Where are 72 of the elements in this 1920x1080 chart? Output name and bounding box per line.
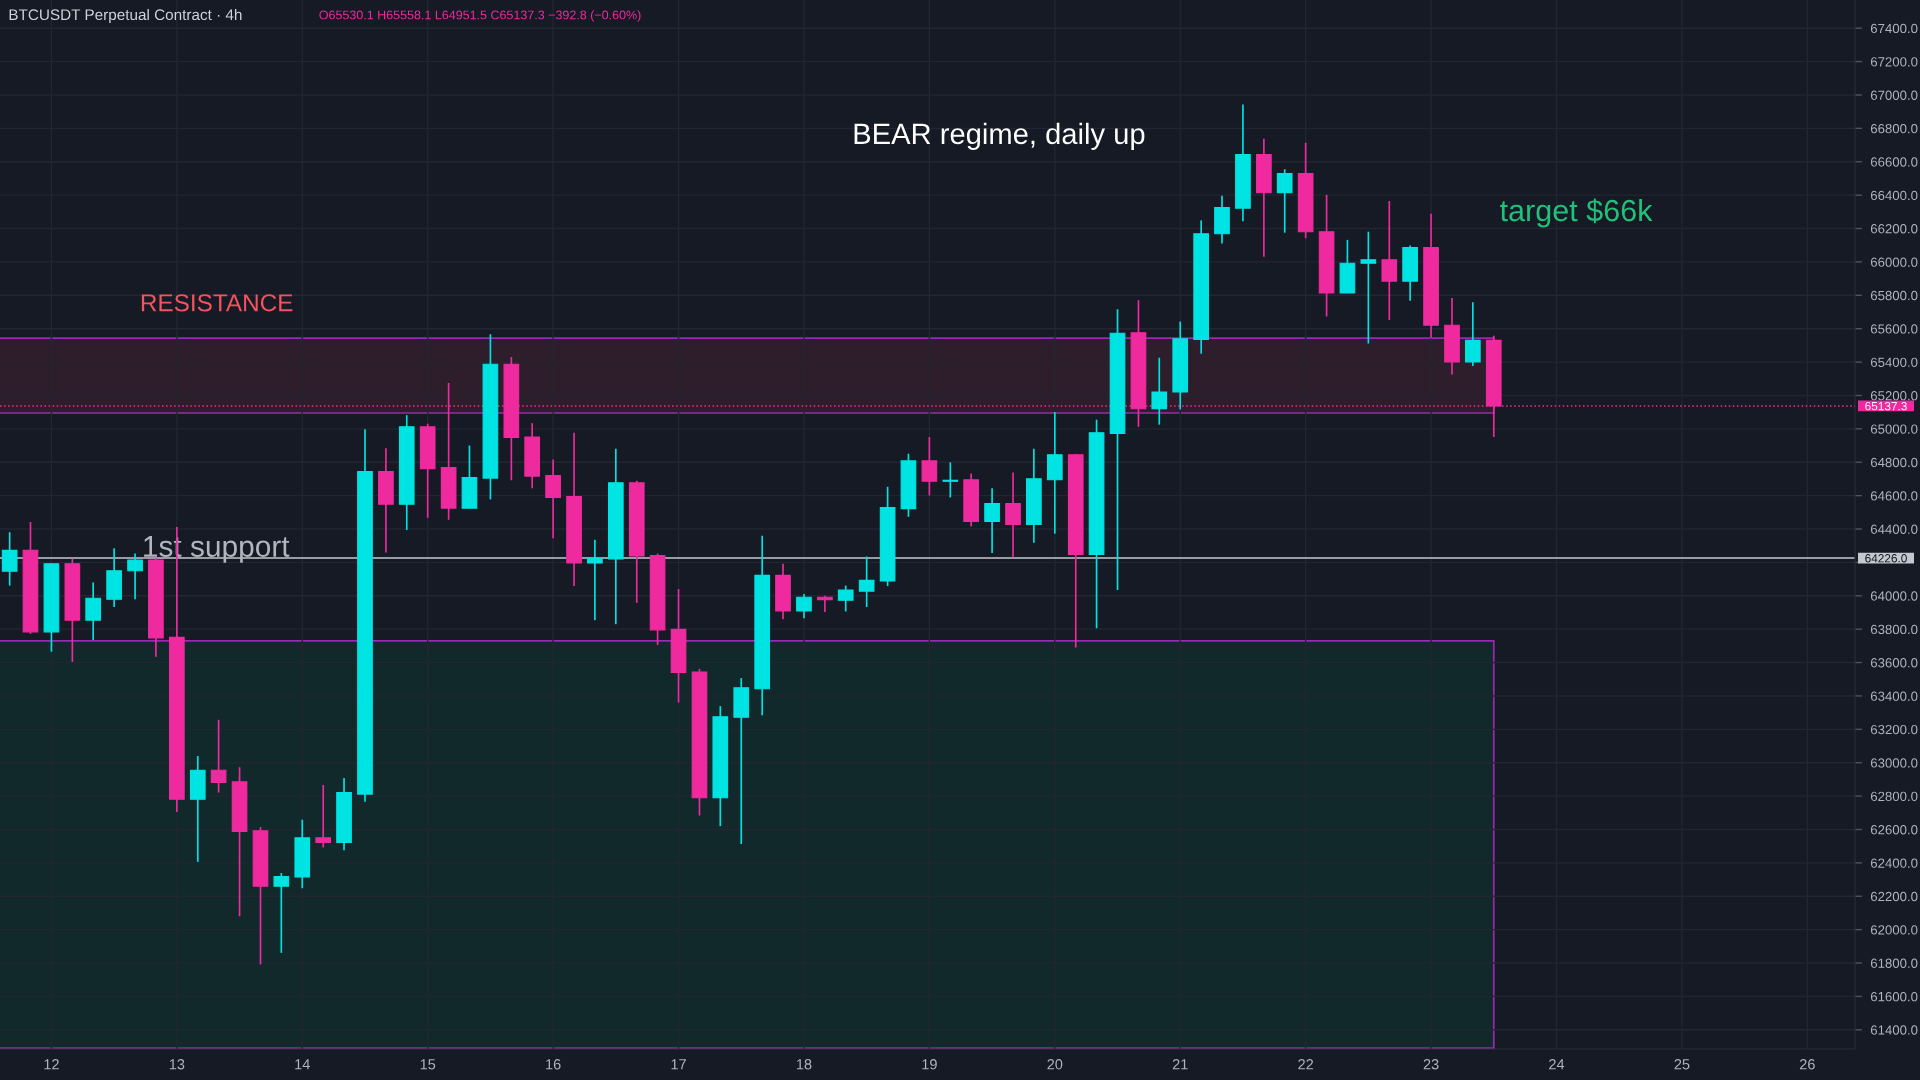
x-tick-label: 19 xyxy=(922,1059,937,1070)
x-tick-label: 21 xyxy=(1172,1059,1188,1070)
x-tick-label: 26 xyxy=(1799,1059,1815,1070)
candlestick xyxy=(858,555,875,608)
candlestick xyxy=(796,593,812,619)
annotation: BEAR regime, daily up xyxy=(854,122,1145,150)
y-tick-label: 65000.0 xyxy=(1870,424,1918,434)
candlestick xyxy=(587,538,603,621)
x-tick-label: 14 xyxy=(295,1059,310,1070)
y-tick-label: 63600.0 xyxy=(1870,658,1918,668)
candlestick xyxy=(1464,301,1481,367)
y-tick-label: 64800.0 xyxy=(1870,457,1918,468)
candlestick xyxy=(273,872,290,954)
candlestick xyxy=(1151,356,1168,426)
y-tick-label: 62000.0 xyxy=(1870,925,1918,935)
candlestick xyxy=(1,531,18,587)
x-tick-label: 23 xyxy=(1423,1059,1439,1070)
candlestick xyxy=(837,584,854,613)
x-tick-label: 18 xyxy=(796,1059,812,1070)
x-tick-label: 24 xyxy=(1549,1059,1565,1070)
y-tick-label: 67400.0 xyxy=(1870,23,1918,34)
candlestick xyxy=(1276,168,1293,234)
x-tick-label: 16 xyxy=(546,1059,561,1070)
y-tick-label: 62800.0 xyxy=(1870,791,1918,802)
x-tick-label: 25 xyxy=(1674,1059,1690,1070)
candlestick xyxy=(545,458,561,540)
candlestick xyxy=(315,784,332,849)
y-tick-label: 61400.0 xyxy=(1870,1025,1918,1035)
candlestick xyxy=(127,552,143,601)
ref-line-label: 65137.3 xyxy=(1865,401,1907,411)
y-tick-label: 66200.0 xyxy=(1870,224,1918,234)
y-tick-label: 61600.0 xyxy=(1870,991,1918,1002)
candlestick xyxy=(1005,471,1021,559)
y-tick-label: 62200.0 xyxy=(1870,891,1918,902)
text: BTCUSDT Perpetual Contract · 4h xyxy=(9,8,242,24)
y-tick-label: 63400.0 xyxy=(1870,691,1918,701)
y-tick-label: 66000.0 xyxy=(1870,257,1918,267)
y-tick-label: 67000.0 xyxy=(1870,90,1918,100)
y-tick-label: 66600.0 xyxy=(1870,157,1918,167)
y-tick-label: 64400.0 xyxy=(1870,524,1918,534)
candlestick xyxy=(210,718,227,794)
y-tick-label: 61800.0 xyxy=(1870,958,1918,968)
y-tick-label: 64000.0 xyxy=(1870,591,1918,601)
y-tick-label: 65200.0 xyxy=(1870,391,1918,401)
ref-line-label: 64226.0 xyxy=(1865,554,1907,563)
y-tick-label: 65600.0 xyxy=(1870,324,1918,334)
candlestick xyxy=(1381,200,1398,321)
text: O65530.1 H65558.1 L64951.5 C65137.3 −392.8 (−0.60%) xyxy=(319,10,641,22)
x-tick-label: 17 xyxy=(671,1059,686,1070)
y-tick-label: 65800.0 xyxy=(1870,290,1918,301)
candlestick xyxy=(984,487,1000,554)
y-tick-label: 66400.0 xyxy=(1870,190,1918,201)
x-tick-label: 15 xyxy=(420,1059,436,1070)
y-tick-label: 63200.0 xyxy=(1870,724,1918,735)
candlestick xyxy=(85,581,102,641)
y-tick-label: 64600.0 xyxy=(1870,491,1918,501)
x-tick-label: 13 xyxy=(169,1059,185,1070)
x-tick-label: 22 xyxy=(1298,1059,1314,1070)
y-tick-label: 62400.0 xyxy=(1870,858,1918,868)
candlestick xyxy=(942,461,959,499)
y-tick-label: 67200.0 xyxy=(1870,57,1918,67)
y-tick-label: 62600.0 xyxy=(1870,825,1918,835)
x-tick-label: 20 xyxy=(1047,1059,1063,1070)
y-tick-label: 65400.0 xyxy=(1870,357,1918,367)
candlestick xyxy=(1360,230,1377,345)
candlestick xyxy=(921,436,938,497)
y-tick-label: 66800.0 xyxy=(1870,123,1918,134)
band-label: RESISTANCE xyxy=(141,294,293,312)
x-tick-label: 12 xyxy=(44,1059,59,1070)
y-tick-label: 63800.0 xyxy=(1870,624,1918,635)
y-tick-label: 63000.0 xyxy=(1870,758,1918,768)
annotation: target $66k xyxy=(1500,198,1653,228)
